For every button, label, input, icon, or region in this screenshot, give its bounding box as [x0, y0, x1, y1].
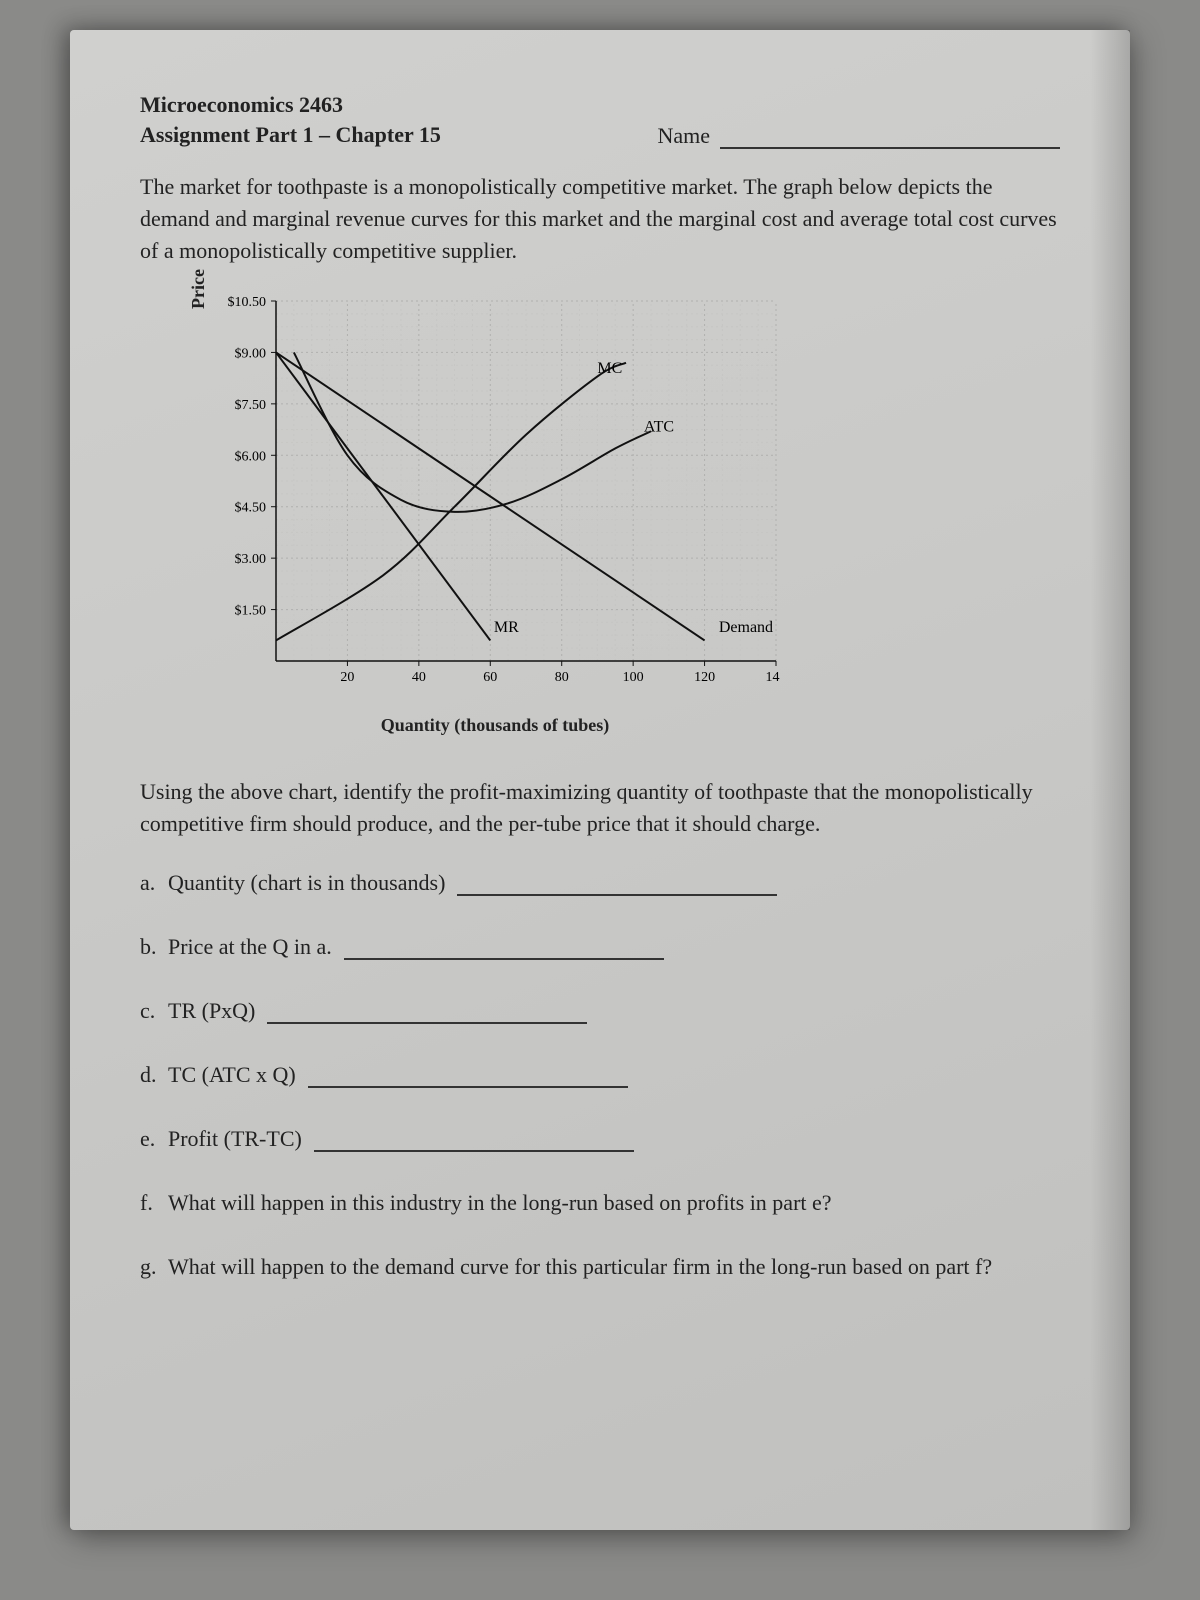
svg-text:100: 100 — [623, 670, 644, 685]
worksheet-page: Microeconomics 2463 Assignment Part 1 – … — [70, 30, 1130, 1530]
svg-text:$1.50: $1.50 — [235, 604, 267, 619]
answer-blank-line[interactable] — [344, 958, 664, 960]
svg-text:$3.00: $3.00 — [235, 552, 267, 567]
answer-blank-line[interactable] — [314, 1150, 634, 1152]
x-axis-label: Quantity (thousands of tubes) — [220, 715, 770, 736]
question-letter: f. — [140, 1190, 168, 1216]
svg-text:ATC: ATC — [644, 418, 674, 435]
svg-text:$9.00: $9.00 — [235, 346, 267, 361]
question-text: Quantity (chart is in thousands) — [168, 870, 445, 896]
question-text: What will happen in this industry in the… — [168, 1190, 832, 1216]
svg-text:20: 20 — [340, 670, 354, 685]
answer-blank-line[interactable] — [457, 894, 777, 896]
question-list: a.Quantity (chart is in thousands) b.Pric… — [140, 870, 1060, 1280]
name-label: Name — [657, 123, 710, 149]
question-item: a.Quantity (chart is in thousands) — [140, 870, 1060, 896]
svg-text:140: 140 — [766, 670, 781, 685]
y-axis-label: Price — [188, 269, 209, 309]
question-item: f.What will happen in this industry in t… — [140, 1190, 1060, 1216]
answer-blank-line[interactable] — [267, 1022, 587, 1024]
instruction-paragraph: Using the above chart, identify the prof… — [140, 776, 1060, 840]
svg-text:60: 60 — [483, 670, 497, 685]
header-left: Microeconomics 2463 Assignment Part 1 – … — [140, 90, 441, 149]
intro-paragraph: The market for toothpaste is a monopolis… — [140, 171, 1060, 267]
name-blank-line[interactable] — [720, 147, 1060, 149]
question-letter: g. — [140, 1254, 168, 1280]
question-item: b.Price at the Q in a. — [140, 934, 1060, 960]
course-code: Microeconomics 2463 — [140, 90, 441, 120]
question-text: What will happen to the demand curve for… — [168, 1254, 992, 1280]
svg-text:80: 80 — [555, 670, 569, 685]
question-item: c.TR (PxQ) — [140, 998, 1060, 1024]
svg-text:MC: MC — [597, 360, 622, 377]
question-text: TC (ATC x Q) — [168, 1062, 296, 1088]
svg-text:Demand: Demand — [719, 619, 773, 636]
svg-text:40: 40 — [412, 670, 426, 685]
question-item: d.TC (ATC x Q) — [140, 1062, 1060, 1088]
svg-text:$4.50: $4.50 — [235, 501, 267, 516]
question-letter: c. — [140, 998, 168, 1024]
svg-text:MR: MR — [494, 619, 519, 636]
question-letter: e. — [140, 1126, 168, 1152]
question-item: e.Profit (TR-TC) — [140, 1126, 1060, 1152]
question-letter: d. — [140, 1062, 168, 1088]
question-letter: a. — [140, 870, 168, 896]
question-text: Profit (TR-TC) — [168, 1126, 302, 1152]
chart-svg: 20 40 60 80 100 120 140 $1.50 $3.00 $4.50 $6.00 $7.… — [220, 291, 780, 711]
assignment-title: Assignment Part 1 – Chapter 15 — [140, 120, 441, 150]
question-text: TR (PxQ) — [168, 998, 255, 1024]
question-text: Price at the Q in a. — [168, 934, 332, 960]
svg-text:$7.50: $7.50 — [235, 398, 267, 413]
svg-text:$10.50: $10.50 — [228, 295, 267, 310]
question-letter: b. — [140, 934, 168, 960]
name-field: Name — [657, 123, 1060, 149]
question-item: g.What will happen to the demand curve f… — [140, 1254, 1060, 1280]
answer-blank-line[interactable] — [308, 1086, 628, 1088]
svg-text:120: 120 — [694, 670, 715, 685]
chart: Price 20406080100120140$1.50$3.00$4.50$6… — [220, 291, 770, 736]
header: Microeconomics 2463 Assignment Part 1 – … — [140, 90, 1060, 149]
svg-text:$6.00: $6.00 — [235, 449, 267, 464]
